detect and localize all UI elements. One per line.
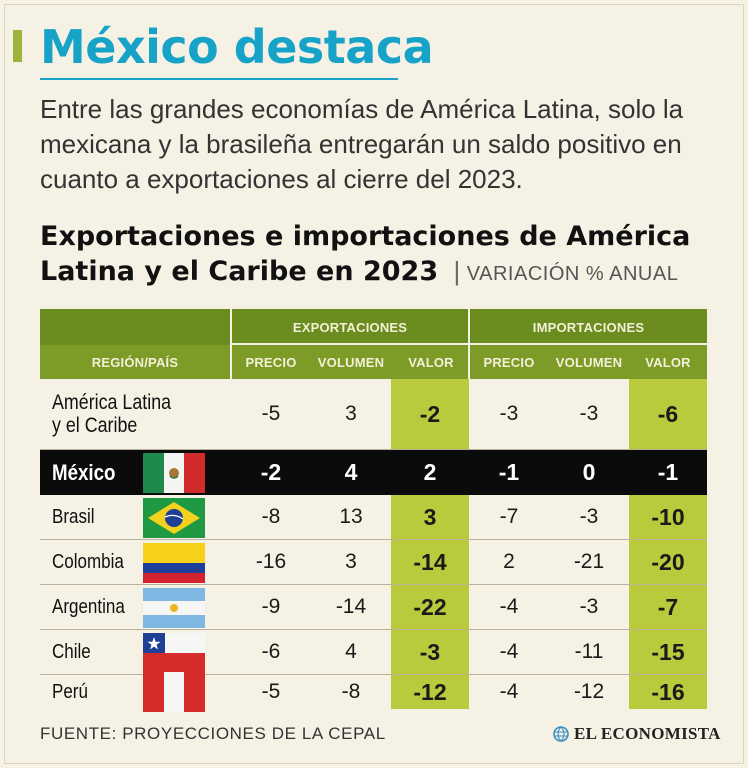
table-cell: -2 bbox=[260, 459, 282, 485]
mexico-flag-icon bbox=[143, 452, 205, 493]
table-row: Chile -6 4 -3 -4 -11 -15 bbox=[40, 630, 707, 675]
table-cell: 2 bbox=[503, 550, 515, 573]
header-imp-precio: PRECIO bbox=[483, 354, 535, 370]
table-cell: -6 bbox=[261, 640, 281, 663]
table-cell: -11 bbox=[574, 640, 604, 663]
table-row: Perú -5 -8 -12 -4 -12 -16 bbox=[40, 672, 707, 712]
table-cell: -5 bbox=[261, 402, 281, 425]
title-underline bbox=[40, 78, 398, 80]
table-cell: -4 bbox=[499, 640, 519, 663]
chart-title: Exportaciones e importaciones de América… bbox=[40, 221, 691, 287]
table-cell: -14 bbox=[335, 595, 367, 618]
logo-text: EL ECONOMISTA bbox=[574, 724, 721, 743]
page-title: México destaca bbox=[40, 20, 434, 74]
peru-flag-icon bbox=[143, 672, 205, 712]
header-exp-precio: PRECIO bbox=[245, 354, 297, 370]
source-note: FUENTE: PROYECCIONES DE LA CEPAL bbox=[40, 724, 386, 743]
table-cell: -4 bbox=[499, 595, 519, 618]
row-country-name: Brasil bbox=[52, 505, 95, 528]
table-cell: -12 bbox=[573, 680, 605, 703]
header-divider bbox=[232, 343, 707, 345]
table-cell: -1 bbox=[498, 459, 520, 485]
infographic-frame bbox=[4, 4, 744, 764]
table-cell: 3 bbox=[423, 503, 437, 530]
row-country-name: América Latina y el Caribe bbox=[52, 391, 172, 437]
row-country-name: Colombia bbox=[52, 550, 124, 573]
table-cell: -12 bbox=[413, 678, 447, 705]
brazil-flag-icon bbox=[143, 497, 205, 538]
chart-subtitle: VARIACIÓN % ANUAL bbox=[466, 263, 679, 285]
table-cell: -15 bbox=[651, 638, 685, 665]
header-exp-valor: VALOR bbox=[408, 354, 454, 370]
header-exportaciones: EXPORTACIONES bbox=[292, 319, 408, 335]
table-cell: -7 bbox=[499, 505, 519, 528]
table-cell: -3 bbox=[419, 638, 441, 665]
table-cell: -3 bbox=[579, 402, 599, 425]
table-cell: 4 bbox=[344, 459, 358, 485]
title-accent-bar bbox=[13, 30, 22, 62]
table-cell: -10 bbox=[651, 503, 685, 530]
row-country-name: Argentina bbox=[52, 595, 125, 618]
title-separator: | bbox=[453, 256, 461, 286]
table-row: México -2 4 2 -1 0 -1 bbox=[40, 450, 707, 495]
chart-title-block: Exportaciones e importaciones de América… bbox=[40, 220, 730, 291]
table-cell: 4 bbox=[345, 640, 357, 663]
table-cell: -8 bbox=[341, 680, 361, 703]
table-cell: -21 bbox=[573, 550, 605, 573]
table-cell: -3 bbox=[499, 402, 519, 425]
table-header-row: REGIÓN/PAÍS PRECIO VOLUMEN VALOR PRECIO … bbox=[40, 345, 707, 379]
table-row: Colombia -16 3 -14 2 -21 -20 bbox=[40, 540, 707, 585]
table-cell: 2 bbox=[423, 459, 437, 485]
chart-subtitle-block: | VARIACIÓN % ANUAL bbox=[448, 256, 679, 286]
header-importaciones: IMPORTACIONES bbox=[532, 319, 645, 335]
table-cell: -8 bbox=[261, 505, 281, 528]
table-cell: 3 bbox=[345, 550, 357, 573]
argentina-flag-icon bbox=[143, 587, 205, 628]
header-imp-volumen: VOLUMEN bbox=[555, 354, 623, 370]
imports-valor-highlight bbox=[629, 379, 707, 709]
table-cell: -4 bbox=[499, 680, 519, 703]
chile-flag-icon bbox=[143, 632, 205, 673]
table-cell: -3 bbox=[579, 595, 599, 618]
table-header-group-row: EXPORTACIONES IMPORTACIONES bbox=[40, 309, 707, 345]
table-cell: -7 bbox=[657, 593, 679, 620]
intro-paragraph: Entre las grandes economías de América L… bbox=[40, 94, 684, 194]
table-cell: -16 bbox=[651, 678, 685, 705]
table-cell: -14 bbox=[413, 548, 447, 575]
header-imp-valor: VALOR bbox=[645, 354, 691, 370]
table-row: América Latina y el Caribe -5 3 -2 -3 -3 -6 bbox=[40, 379, 707, 450]
table-row: Argentina -9 -14 -22 -4 -3 -7 bbox=[40, 585, 707, 630]
table-cell: -6 bbox=[657, 400, 679, 427]
table-cell: -16 bbox=[255, 550, 287, 573]
data-table: EXPORTACIONES IMPORTACIONES REGIÓN/PAÍS … bbox=[40, 309, 707, 712]
publisher-logo: EL ECONOMISTA bbox=[553, 724, 721, 744]
header-region: REGIÓN/PAÍS bbox=[91, 354, 179, 370]
row-country-name: Perú bbox=[52, 680, 88, 703]
table-cell: -3 bbox=[579, 505, 599, 528]
table-cell: -1 bbox=[657, 459, 679, 485]
colombia-flag-icon bbox=[143, 542, 205, 583]
header-exp-volumen: VOLUMEN bbox=[317, 354, 385, 370]
table-cell: 3 bbox=[345, 402, 357, 425]
table-cell: 13 bbox=[339, 505, 363, 528]
row-country-name: Chile bbox=[52, 640, 91, 663]
table-cell: -20 bbox=[651, 548, 685, 575]
table-cell: -22 bbox=[413, 593, 447, 620]
table-cell: 0 bbox=[582, 459, 596, 485]
globe-icon bbox=[553, 726, 569, 742]
row-country-name: México bbox=[52, 460, 116, 485]
table-cell: -5 bbox=[261, 680, 281, 703]
table-row: Brasil -8 13 3 -7 -3 -10 bbox=[40, 495, 707, 540]
exports-valor-highlight bbox=[391, 379, 469, 709]
header-divider bbox=[230, 309, 232, 379]
table-cell: -9 bbox=[261, 595, 281, 618]
table-cell: -2 bbox=[419, 400, 441, 427]
